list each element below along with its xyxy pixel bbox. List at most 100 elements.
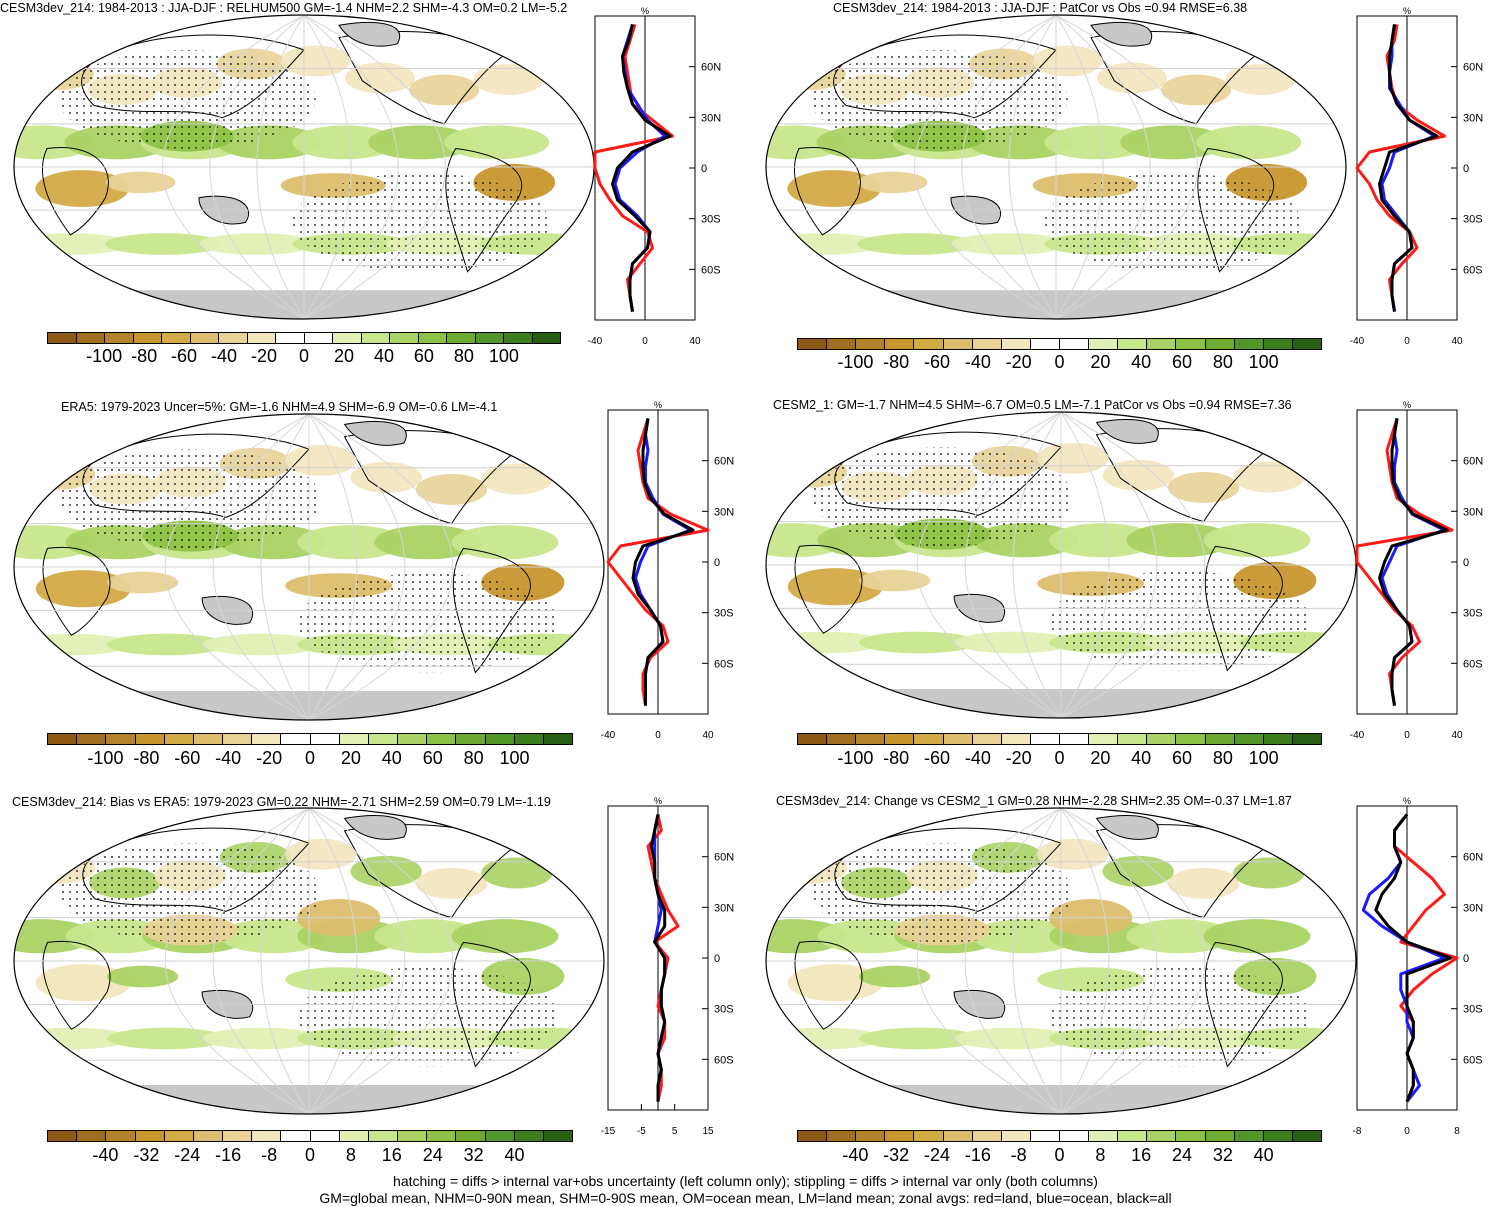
colorbar-swatch bbox=[1234, 339, 1264, 349]
zonal-ytick-label: 30N bbox=[1463, 112, 1483, 124]
zonal-xtick-label: 0 bbox=[1404, 336, 1410, 346]
zonal-xtick-label: -40 bbox=[601, 730, 616, 740]
colorbar-labels-p4: -100 -80 -60 -40 -20 0 20 40 60 80 100 bbox=[797, 748, 1322, 768]
zonal-ytick-label: 30N bbox=[701, 112, 721, 124]
colorbar-label: 20 bbox=[340, 748, 361, 768]
colorbar-swatch bbox=[972, 734, 1002, 744]
colorbar-swatch bbox=[1292, 1131, 1321, 1141]
colorbar-swatch bbox=[333, 333, 362, 343]
world-map-p1 bbox=[13, 14, 595, 320]
colorbar-label: -8 bbox=[1010, 1145, 1027, 1165]
colorbar-label: -24 bbox=[174, 1145, 201, 1165]
panel-title-p3: ERA5: 1979-2023 Uncer=5%: GM=-1.6 NHM=4.… bbox=[61, 400, 498, 414]
colorbar-swatch bbox=[339, 1131, 369, 1141]
colorbar-swatch bbox=[504, 333, 533, 343]
colorbar-swatch bbox=[798, 1131, 828, 1141]
colorbar-swatch bbox=[106, 734, 136, 744]
colorbar-label: 0 bbox=[1054, 748, 1065, 768]
colorbar-label: 40 bbox=[1131, 748, 1152, 768]
colorbar-label: 8 bbox=[1095, 1145, 1106, 1165]
colorbar-label: -16 bbox=[215, 1145, 242, 1165]
colorbar-swatch bbox=[48, 1131, 78, 1141]
colorbar-label: 60 bbox=[1171, 352, 1193, 372]
colorbar-p3 bbox=[47, 733, 573, 745]
colorbar-swatch bbox=[135, 1131, 165, 1141]
zonal-xtick-label: -40 bbox=[588, 336, 603, 346]
colorbar-swatch bbox=[1118, 339, 1148, 349]
zonal-ytick-label: 30S bbox=[714, 1004, 734, 1016]
colorbar-swatch bbox=[514, 734, 544, 744]
zonal-ytick-label: 60N bbox=[701, 62, 721, 74]
colorbar-swatch bbox=[485, 1131, 515, 1141]
colorbar-swatch bbox=[885, 339, 915, 349]
map-field bbox=[766, 808, 1356, 1114]
colorbar-swatch bbox=[48, 333, 77, 343]
colorbar-label: -32 bbox=[133, 1145, 160, 1165]
world-map-p3 bbox=[13, 413, 605, 721]
colorbar-swatch bbox=[105, 333, 134, 343]
colorbar-label: 100 bbox=[488, 346, 519, 366]
panel-title-p4: CESM2_1: GM=-1.7 NHM=4.5 SHM=-6.7 OM=0.5… bbox=[773, 398, 1292, 412]
colorbar-label: 100 bbox=[1248, 352, 1279, 372]
zonal-unit: % bbox=[654, 796, 662, 806]
colorbar-swatch bbox=[1118, 1131, 1148, 1141]
panel-title-p1: CESM3dev_214: 1984-2013 : JJA-DJF : RELH… bbox=[0, 1, 568, 15]
zonal-ytick-label: 60S bbox=[701, 264, 721, 276]
colorbar-label: 40 bbox=[1253, 1145, 1274, 1165]
colorbar-label: 0 bbox=[1054, 352, 1065, 372]
zonal-plot-p2: % -40 0 40 60N 30N 0 30S 60S bbox=[1350, 6, 1483, 346]
colorbar-swatch bbox=[281, 734, 311, 744]
colorbar-swatch bbox=[1205, 339, 1235, 349]
zonal-ytick-label: 30N bbox=[1463, 902, 1483, 914]
colorbar-p5 bbox=[47, 1130, 573, 1142]
zonal-xtick-label: 40 bbox=[702, 730, 714, 740]
zonal-xtick-label: 40 bbox=[1451, 336, 1463, 346]
colorbar-swatch bbox=[133, 333, 162, 343]
colorbar-label: -8 bbox=[261, 1145, 278, 1165]
footer-note-2: GM=global mean, NHM=0-90N mean, SHM=0-90… bbox=[319, 1190, 1172, 1206]
zonal-ytick-label: 60S bbox=[714, 1054, 734, 1066]
colorbar-swatch bbox=[162, 333, 191, 343]
colorbar-swatch bbox=[1205, 734, 1235, 744]
colorbar-swatch bbox=[447, 333, 476, 343]
colorbar-label: 32 bbox=[1212, 1145, 1233, 1165]
zonal-series-land bbox=[1355, 24, 1446, 312]
colorbar-p2 bbox=[797, 338, 1322, 350]
zonal-xtick-label: 0 bbox=[642, 336, 648, 346]
colorbar-swatch bbox=[427, 1131, 457, 1141]
zonal-xtick-label: 0 bbox=[1404, 730, 1410, 740]
colorbar-swatch bbox=[190, 333, 219, 343]
colorbar-swatch bbox=[106, 1131, 136, 1141]
zonal-unit: % bbox=[1403, 6, 1411, 16]
world-map-p6 bbox=[765, 807, 1357, 1115]
colorbar-label: 0 bbox=[1054, 1145, 1065, 1165]
zonal-ytick-label: 60S bbox=[1463, 658, 1483, 670]
colorbar-swatch bbox=[219, 333, 248, 343]
footer-note-1: hatching = diffs > internal var+obs unce… bbox=[393, 1173, 1098, 1189]
colorbar-swatch bbox=[1001, 734, 1031, 744]
colorbar-swatch bbox=[310, 734, 340, 744]
colorbar-swatch bbox=[48, 734, 78, 744]
colorbar-swatch bbox=[827, 1131, 857, 1141]
colorbar-swatch bbox=[827, 339, 857, 349]
zonal-xtick-label: 40 bbox=[689, 336, 701, 346]
colorbar-swatch bbox=[223, 734, 253, 744]
colorbar-swatch bbox=[1030, 1131, 1060, 1141]
world-map-p2 bbox=[765, 14, 1347, 320]
colorbar-swatch bbox=[418, 333, 447, 343]
colorbar-swatch bbox=[1263, 734, 1293, 744]
colorbar-swatch bbox=[798, 734, 828, 744]
colorbar-label: 20 bbox=[1090, 748, 1111, 768]
map-border bbox=[765, 807, 1357, 1115]
zonal-series-all bbox=[649, 814, 667, 1102]
colorbar-swatch bbox=[135, 734, 165, 744]
zonal-series-ocean bbox=[1361, 813, 1446, 1103]
zonal-ytick-label: 60N bbox=[1463, 62, 1483, 74]
zonal-plot-p3: % -40 0 40 60N 30N 0 30S 60S bbox=[601, 400, 734, 740]
colorbar-swatch bbox=[543, 1131, 573, 1141]
colorbar-swatch bbox=[532, 333, 560, 343]
colorbar-label: -20 bbox=[1005, 352, 1032, 372]
colorbar-label: 20 bbox=[333, 346, 354, 366]
colorbar-swatch bbox=[1205, 1131, 1235, 1141]
colorbar-swatch bbox=[164, 1131, 194, 1141]
